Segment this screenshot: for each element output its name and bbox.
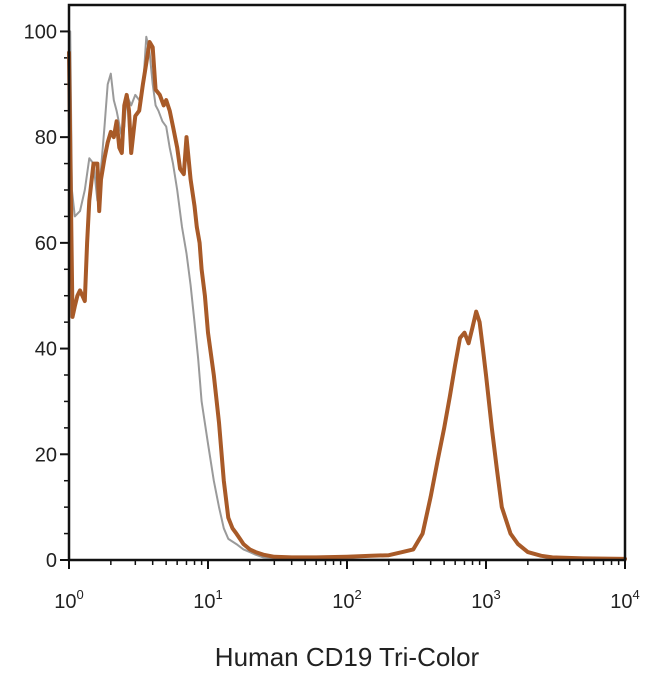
y-tick-label: 0	[46, 550, 57, 572]
y-axis-ticks: 0 20 40 60 80 100	[24, 21, 69, 572]
y-tick-label: 60	[35, 233, 57, 255]
x-tick-label: 101	[193, 587, 222, 613]
series-line-1	[68, 30, 626, 561]
x-axis-title: Human CD19 Tri-Color	[215, 642, 480, 672]
x-tick-label: 103	[471, 587, 500, 613]
y-tick-label: 40	[35, 339, 57, 361]
x-axis-ticks: 100 101 102 103 104	[54, 560, 640, 613]
plot-lines	[67, 30, 627, 561]
y-tick-label: 80	[35, 127, 57, 149]
y-tick-label: 20	[35, 444, 57, 466]
x-tick-label: 104	[610, 587, 639, 613]
plot-frame	[67, 3, 627, 562]
x-tick-label: 100	[54, 587, 83, 613]
y-tick-label: 100	[24, 21, 57, 43]
x-tick-label: 102	[332, 587, 361, 613]
series-line-2	[67, 40, 627, 561]
